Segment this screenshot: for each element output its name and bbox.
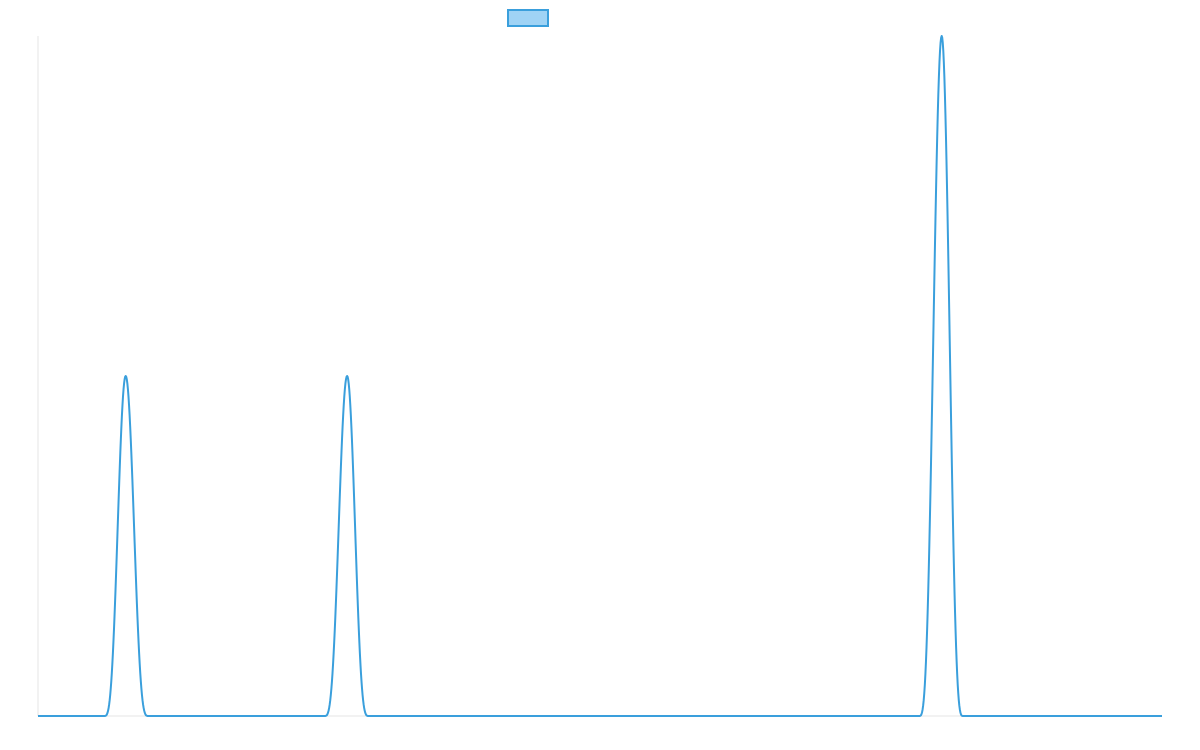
series-layer [38,35,1162,717]
legend-swatch[interactable] [507,9,549,27]
series-line-0 [38,35,1162,717]
axes [37,36,1162,717]
legend[interactable] [507,9,549,27]
